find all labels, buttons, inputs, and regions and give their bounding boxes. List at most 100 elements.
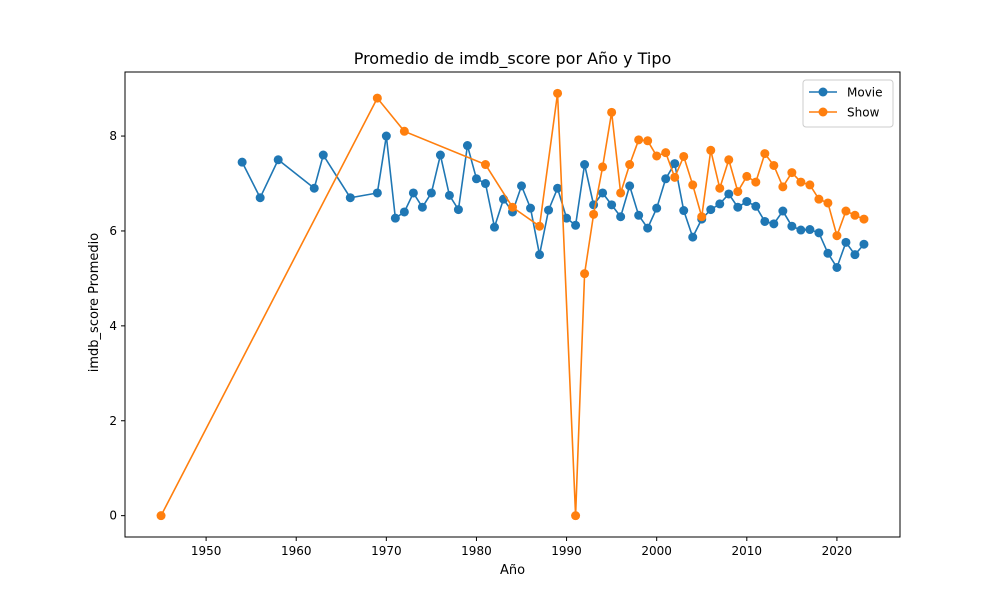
data-point-movie [760, 216, 770, 226]
data-point-movie [823, 248, 833, 258]
data-point-show [670, 172, 680, 182]
data-point-movie [841, 237, 851, 247]
data-point-movie [742, 197, 752, 207]
data-point-show [796, 177, 806, 187]
data-point-show [850, 210, 860, 220]
data-point-movie [688, 232, 698, 242]
x-axis-label: Año [500, 563, 525, 578]
data-point-movie [417, 202, 427, 212]
data-point-movie [778, 206, 788, 216]
data-point-movie [571, 220, 581, 230]
x-tick-label: 1990 [551, 544, 582, 558]
data-point-movie [345, 193, 355, 203]
data-point-movie [787, 221, 797, 231]
data-point-movie [426, 188, 436, 198]
data-point-movie [408, 188, 418, 198]
data-point-show [598, 162, 608, 172]
data-point-show [805, 180, 815, 190]
data-point-movie [553, 183, 563, 193]
legend-marker-movie [818, 87, 828, 97]
data-point-movie [796, 225, 806, 235]
data-point-show [787, 168, 797, 178]
y-tick-label: 0 [109, 509, 117, 523]
data-point-movie [733, 202, 743, 212]
data-point-show [643, 136, 653, 146]
data-point-movie [706, 205, 716, 215]
data-point-movie [724, 189, 734, 199]
data-point-show [372, 93, 382, 103]
data-point-show [580, 269, 590, 279]
data-point-show [733, 187, 743, 197]
data-point-show [571, 511, 581, 521]
data-point-show [156, 511, 166, 521]
data-point-movie [661, 174, 671, 184]
data-point-movie [634, 210, 644, 220]
data-point-show [715, 183, 725, 193]
data-point-show [589, 209, 599, 219]
data-point-show [508, 202, 517, 212]
data-point-movie [616, 212, 626, 222]
data-point-movie [535, 250, 545, 260]
data-point-show [688, 180, 698, 190]
x-axis: 1950 1960 1970 1980 1990 2000 2010 2020 [191, 537, 852, 558]
data-point-movie [255, 193, 265, 203]
data-point-movie [480, 179, 490, 189]
x-tick-label: 2010 [732, 544, 763, 558]
x-tick-label: 2020 [822, 544, 853, 558]
data-point-show [625, 160, 635, 170]
data-point-show [742, 171, 752, 181]
data-point-show [652, 151, 662, 161]
data-point-movie [562, 213, 572, 223]
x-tick-label: 1950 [191, 544, 222, 558]
data-point-show [634, 135, 644, 145]
data-point-movie [832, 262, 842, 272]
data-point-show [751, 177, 761, 187]
data-point-movie [607, 200, 617, 210]
y-axis-label: imdb_score Promedio [87, 233, 102, 372]
data-point-movie [372, 188, 382, 198]
data-point-movie [679, 206, 689, 216]
data-point-show [841, 206, 851, 216]
data-point-movie [751, 201, 761, 211]
data-point-show [760, 149, 770, 159]
x-tick-label: 1980 [461, 544, 492, 558]
data-point-movie [598, 188, 608, 198]
data-point-show [814, 194, 824, 204]
data-point-movie [471, 174, 481, 184]
data-point-show [661, 148, 671, 158]
data-point-movie [435, 150, 445, 160]
data-point-movie [526, 203, 536, 213]
data-point-movie [850, 250, 860, 260]
legend: Movie Show [802, 79, 894, 128]
plot-area [156, 88, 869, 521]
data-point-show [616, 188, 626, 198]
y-tick-label: 4 [109, 319, 117, 333]
data-point-movie [715, 199, 725, 209]
data-point-movie [462, 141, 472, 151]
data-point-movie [652, 203, 662, 213]
data-point-movie [814, 228, 824, 238]
data-point-show [480, 160, 490, 170]
data-point-movie [309, 183, 319, 193]
data-point-movie [643, 223, 653, 233]
data-point-show [399, 126, 409, 136]
data-point-movie [670, 159, 680, 169]
data-point-movie [859, 239, 869, 249]
x-tick-label: 1960 [281, 544, 312, 558]
data-point-movie [580, 160, 590, 170]
data-point-show [706, 145, 716, 155]
data-point-movie [805, 225, 815, 235]
data-point-movie [769, 219, 779, 229]
data-point-show [679, 151, 689, 161]
data-point-show [859, 214, 869, 224]
data-point-show [553, 88, 563, 98]
data-point-movie [318, 150, 328, 160]
data-point-movie [399, 207, 409, 217]
series-line-movie [241, 135, 865, 270]
data-point-show [769, 160, 779, 170]
data-point-movie [237, 157, 247, 167]
y-tick-label: 2 [109, 414, 117, 428]
data-point-show [607, 107, 617, 117]
legend-label-show: Show [847, 106, 880, 120]
